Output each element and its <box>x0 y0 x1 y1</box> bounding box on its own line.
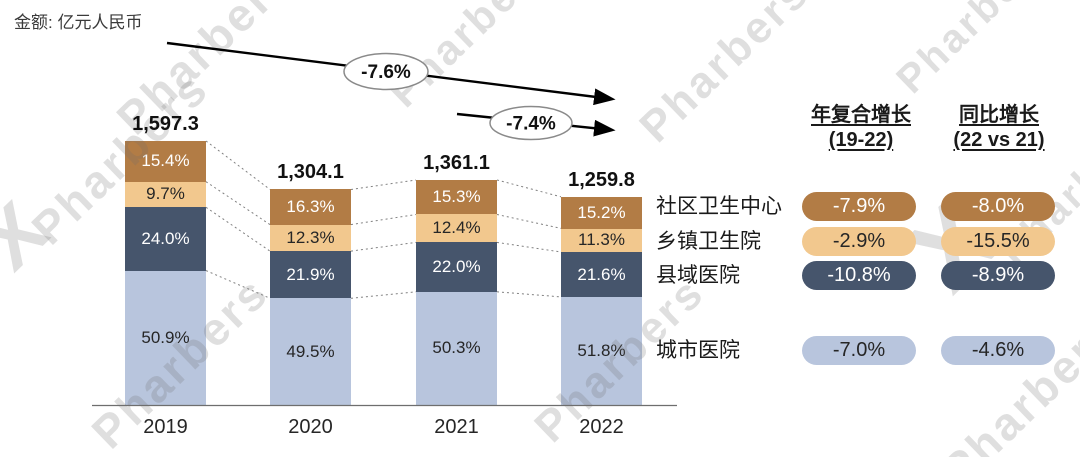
segment-percent-label: 12.4% <box>432 218 481 238</box>
segment-percent-label: 51.8% <box>577 341 626 361</box>
segment-percent-label: 12.3% <box>286 227 335 247</box>
yoy-pill: -8.9% <box>941 261 1055 290</box>
yoy-pill: -15.5% <box>941 227 1055 256</box>
bar-total-label: 1,304.1 <box>277 161 344 184</box>
growth-row-city: 城市医院 -7.0% -4.6% <box>656 336 1060 365</box>
cagr-pill: -2.9% <box>802 227 916 256</box>
segment-percent-label: 24.0% <box>141 228 190 248</box>
yoy-column-header: 同比增长 (22 vs 21) <box>929 103 1069 153</box>
category-label: 乡镇卫生院 <box>656 230 761 253</box>
cagr-header-title: 年复合增长 <box>811 104 911 126</box>
bar-segment: 49.5% <box>270 298 351 405</box>
cagr-header-subtitle: (19-22) <box>828 129 894 151</box>
bar-total-label: 1,259.8 <box>568 168 635 191</box>
category-label: 县域医院 <box>656 264 740 287</box>
bar-segment: 21.9% <box>270 251 351 299</box>
segment-percent-label: 50.3% <box>432 338 481 358</box>
bar-segment: 21.6% <box>561 252 642 298</box>
bar-segment: 12.4% <box>416 214 497 243</box>
bar-segment: 12.3% <box>270 224 351 252</box>
segment-percent-label: 11.3% <box>578 230 625 250</box>
cagr-pill: -7.9% <box>802 192 916 221</box>
bar-segment: 15.4% <box>125 141 206 182</box>
bar-segment: 24.0% <box>125 207 206 271</box>
x-axis-label: 2022 <box>579 416 624 438</box>
growth-row-county: 县域医院 -10.8% -8.9% <box>656 261 1060 290</box>
yoy-header-subtitle: (22 vs 21) <box>953 129 1045 151</box>
growth-row-township: 乡镇卫生院 -2.9% -15.5% <box>656 227 1060 256</box>
bar-segment: 50.9% <box>125 270 206 405</box>
cagr-pill: -10.8% <box>802 261 916 290</box>
segment-percent-label: 49.5% <box>286 341 335 361</box>
segment-percent-label: 16.3% <box>286 197 335 217</box>
segment-percent-label: 15.2% <box>577 202 626 222</box>
unit-label: 金额: 亿元人民币 <box>14 13 143 32</box>
segment-percent-label: 9.7% <box>146 184 185 204</box>
x-axis-label: 2019 <box>143 416 188 438</box>
category-label: 社区卫生中心 <box>656 195 782 218</box>
yoy-header-title: 同比增长 <box>959 104 1039 126</box>
growth-row-community: 社区卫生中心 -7.9% -8.0% <box>656 192 1060 221</box>
cagr-column-header: 年复合增长 (19-22) <box>791 103 931 153</box>
bar-segment: 50.3% <box>416 291 497 405</box>
segment-percent-label: 21.6% <box>577 264 626 284</box>
x-axis-label: 2020 <box>288 416 333 438</box>
bar-segment: 15.2% <box>561 196 642 229</box>
segment-percent-label: 21.9% <box>286 264 335 284</box>
yoy-pill: -8.0% <box>941 192 1055 221</box>
bar-segment: 51.8% <box>561 297 642 405</box>
bar-segment: 11.3% <box>561 228 642 253</box>
bar-total-label: 1,361.1 <box>423 152 490 175</box>
bar-segment: 9.7% <box>125 181 206 208</box>
bar-segment: 16.3% <box>270 189 351 225</box>
category-label: 城市医院 <box>656 339 740 362</box>
x-axis-label: 2021 <box>434 416 479 438</box>
bar-segment: 15.3% <box>416 180 497 215</box>
bar-total-label: 1,597.3 <box>132 113 199 135</box>
segment-percent-label: 15.3% <box>432 187 481 207</box>
bar-segment: 22.0% <box>416 242 497 292</box>
segment-percent-label: 15.4% <box>141 151 190 171</box>
segment-percent-label: 50.9% <box>141 327 190 347</box>
segment-percent-label: 22.0% <box>432 257 481 277</box>
yoy-pill: -4.6% <box>941 336 1055 365</box>
cagr-pill: -7.0% <box>802 336 916 365</box>
